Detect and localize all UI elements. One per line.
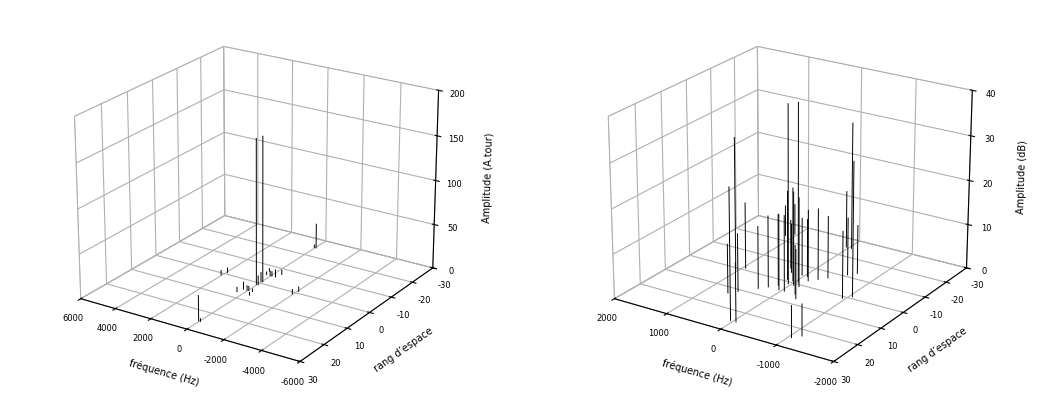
Y-axis label: rang d’espace: rang d’espace xyxy=(907,325,969,373)
Y-axis label: rang d’espace: rang d’espace xyxy=(372,325,435,373)
X-axis label: fréquence (Hz): fréquence (Hz) xyxy=(662,357,734,387)
X-axis label: fréquence (Hz): fréquence (Hz) xyxy=(128,357,200,387)
